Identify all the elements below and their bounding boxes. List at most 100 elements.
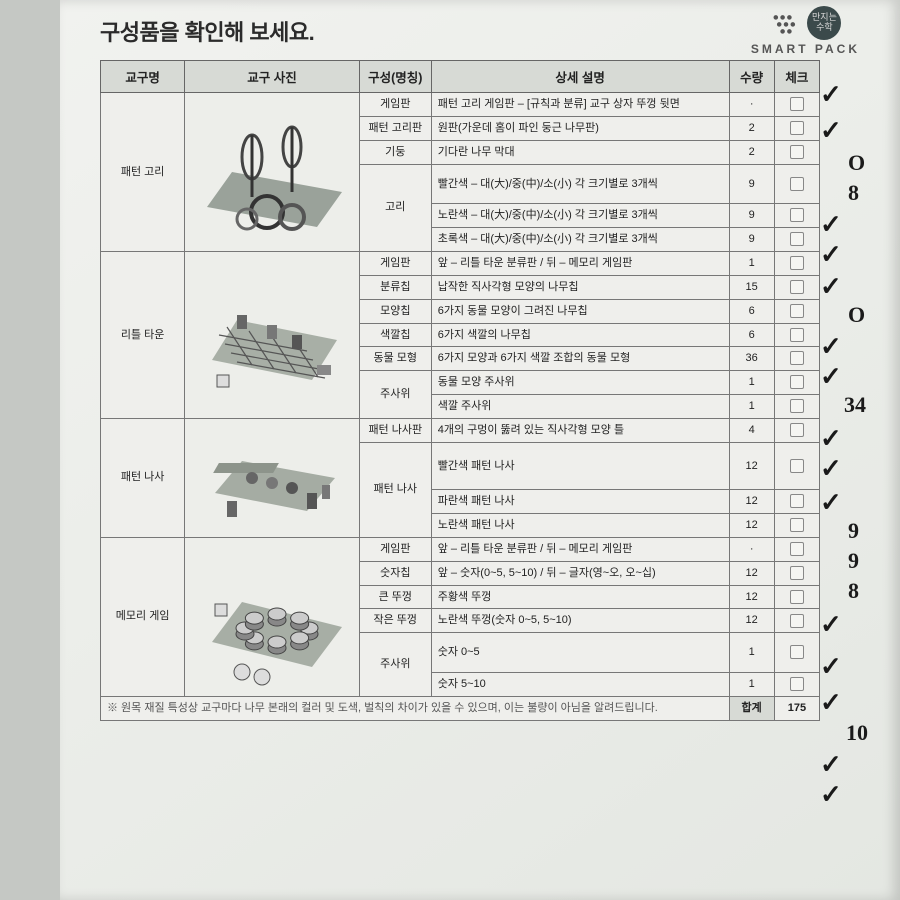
group-name: 패턴 고리 (101, 93, 185, 252)
checkbox-icon (790, 566, 804, 580)
total-label: 합계 (729, 696, 774, 720)
component-desc: 동물 모양 주사위 (431, 371, 729, 395)
handwritten-mark: 8 (848, 182, 859, 204)
product-photo (185, 252, 360, 419)
checkbox-icon (790, 645, 804, 659)
component-name: 색깔칩 (359, 323, 431, 347)
component-desc: 앞 – 리틀 타운 분류판 / 뒤 – 메모리 게임판 (431, 537, 729, 561)
handwritten-mark: ✓ (820, 456, 842, 482)
checkbox-icon (790, 145, 804, 159)
hex-icon (769, 9, 803, 37)
component-qty: 36 (729, 347, 774, 371)
handwritten-mark: ✓ (820, 334, 842, 360)
col-c4: 상세 설명 (431, 61, 729, 93)
component-desc: 원판(가운데 홈이 파인 둥근 나무판) (431, 116, 729, 140)
component-name: 패턴 나사판 (359, 418, 431, 442)
checkbox-icon (790, 177, 804, 191)
component-name: 작은 뚜껑 (359, 609, 431, 633)
check-cell (774, 116, 819, 140)
check-cell (774, 252, 819, 276)
component-name: 동물 모형 (359, 347, 431, 371)
component-desc: 숫자 5~10 (431, 673, 729, 697)
table-row: 패턴 나사패턴 나사판4개의 구멍이 뚫려 있는 직사각형 모양 틀4 (101, 418, 820, 442)
component-desc: 초록색 – 대(大)/중(中)/소(小) 각 크기별로 3개씩 (431, 228, 729, 252)
check-cell (774, 323, 819, 347)
handwritten-mark: ✓ (820, 752, 842, 778)
checkbox-icon (790, 614, 804, 628)
handwritten-mark: ✓ (820, 426, 842, 452)
check-cell (774, 299, 819, 323)
component-name: 분류칩 (359, 275, 431, 299)
checkbox-icon (790, 459, 804, 473)
component-name: 게임판 (359, 93, 431, 117)
component-name: 기둥 (359, 140, 431, 164)
check-cell (774, 442, 819, 489)
component-qty: 6 (729, 323, 774, 347)
handwritten-mark: 8 (848, 580, 859, 602)
check-cell (774, 561, 819, 585)
handwritten-mark: ✓ (820, 490, 842, 516)
table-header-row: 교구명교구 사진구성(명칭)상세 설명수량체크 (101, 61, 820, 93)
check-cell (774, 537, 819, 561)
handwritten-mark: ✓ (820, 118, 842, 144)
total-value: 175 (774, 696, 819, 720)
group-name: 리틀 타운 (101, 252, 185, 419)
component-name: 게임판 (359, 537, 431, 561)
component-name: 주사위 (359, 371, 431, 419)
handwritten-mark: 9 (848, 550, 859, 572)
component-name: 패턴 나사 (359, 442, 431, 537)
checkbox-icon (790, 399, 804, 413)
component-qty: 1 (729, 673, 774, 697)
component-qty: 9 (729, 228, 774, 252)
check-cell (774, 204, 819, 228)
checkbox-icon (790, 494, 804, 508)
checkbox-icon (790, 375, 804, 389)
check-cell (774, 140, 819, 164)
col-c3: 구성(명칭) (359, 61, 431, 93)
checkbox-icon (790, 542, 804, 556)
component-desc: 숫자 0~5 (431, 633, 729, 673)
check-cell (774, 275, 819, 299)
component-desc: 패턴 고리 게임판 – [규칙과 분류] 교구 상자 뚜껑 뒷면 (431, 93, 729, 117)
handwritten-mark: ✓ (820, 274, 842, 300)
handwritten-mark: 9 (848, 520, 859, 542)
component-desc: 파란색 패턴 나사 (431, 490, 729, 514)
checkbox-icon (790, 423, 804, 437)
component-name: 게임판 (359, 252, 431, 276)
handwritten-mark: ✓ (820, 82, 842, 108)
handwritten-mark: 34 (844, 394, 866, 416)
component-qty: 12 (729, 585, 774, 609)
check-cell (774, 585, 819, 609)
col-c6: 체크 (774, 61, 819, 93)
handwritten-mark: ✓ (820, 690, 842, 716)
badge-icon: 만지는 수학 (807, 6, 841, 40)
components-table: 교구명교구 사진구성(명칭)상세 설명수량체크 패턴 고리게임판패턴 고리 게임… (100, 60, 820, 721)
product-photo (185, 93, 360, 252)
component-desc: 기다란 나무 막대 (431, 140, 729, 164)
component-qty: 9 (729, 164, 774, 204)
component-qty: 6 (729, 299, 774, 323)
brand-text: SMART PACK (751, 42, 860, 56)
col-c1: 교구명 (101, 61, 185, 93)
component-qty: 2 (729, 140, 774, 164)
component-desc: 4개의 구멍이 뚫려 있는 직사각형 모양 틀 (431, 418, 729, 442)
check-cell (774, 347, 819, 371)
checkbox-icon (790, 351, 804, 365)
handwritten-mark: ✓ (820, 782, 842, 808)
component-desc: 빨간색 패턴 나사 (431, 442, 729, 489)
table-row: 리틀 타운게임판앞 – 리틀 타운 분류판 / 뒤 – 메모리 게임판1 (101, 252, 820, 276)
component-desc: 색깔 주사위 (431, 395, 729, 419)
checkbox-icon (790, 677, 804, 691)
brand-logo: 만지는 수학 SMART PACK (751, 6, 860, 56)
col-c2: 교구 사진 (185, 61, 360, 93)
component-desc: 6가지 색깔의 나무칩 (431, 323, 729, 347)
col-c5: 수량 (729, 61, 774, 93)
handwritten-mark: ✓ (820, 242, 842, 268)
check-cell (774, 371, 819, 395)
component-name: 주사위 (359, 633, 431, 697)
product-photo (185, 537, 360, 696)
checkbox-icon (790, 208, 804, 222)
component-qty: 12 (729, 514, 774, 538)
handwritten-mark: ✓ (820, 212, 842, 238)
handwritten-mark: ✓ (820, 364, 842, 390)
